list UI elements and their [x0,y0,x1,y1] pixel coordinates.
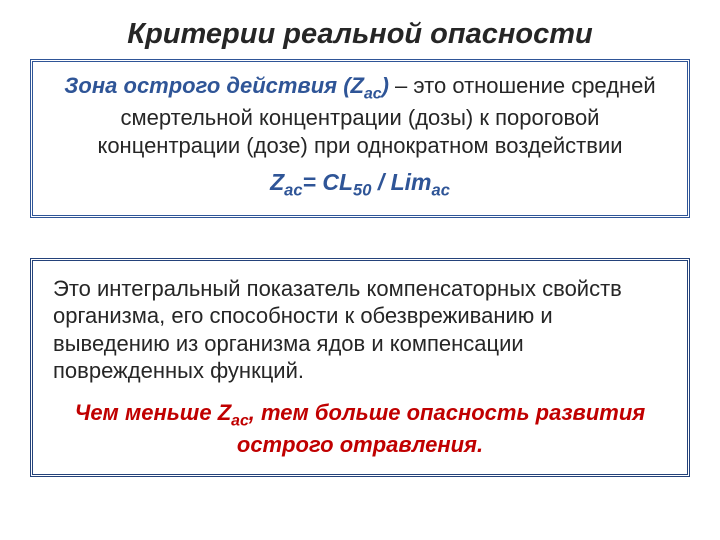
definition-text: Зона острого действия (Zac) – это отноше… [53,72,667,159]
formula-p3: / Lim [371,169,431,195]
emphasis-text: Чем меньше Zac, тем больше опасность раз… [53,399,667,459]
formula-p2: = CL [303,169,353,195]
emph-s1: ac [231,412,249,429]
page-title: Критерии реальной опасности [30,18,690,51]
term-prefix: Зона острого действия (Z [64,73,364,98]
formula-s1: ac [284,181,302,200]
formula: Zac= CL50 / Limac [53,169,667,201]
formula-s3: ac [432,181,450,200]
emph-p2: , тем больше опасность развития острого … [237,400,645,457]
term-suffix: ) [382,73,389,98]
definition-box: Зона острого действия (Zac) – это отноше… [30,59,690,218]
explanation-box: Это интегральный показатель компенсаторн… [30,258,690,478]
formula-s2: 50 [353,181,371,200]
explanation-text: Это интегральный показатель компенсаторн… [53,275,667,385]
term-name: Зона острого действия (Zac) [64,73,389,98]
formula-p1: Z [270,169,284,195]
emph-p1: Чем меньше Z [75,400,231,425]
term-sub: ac [364,85,382,102]
